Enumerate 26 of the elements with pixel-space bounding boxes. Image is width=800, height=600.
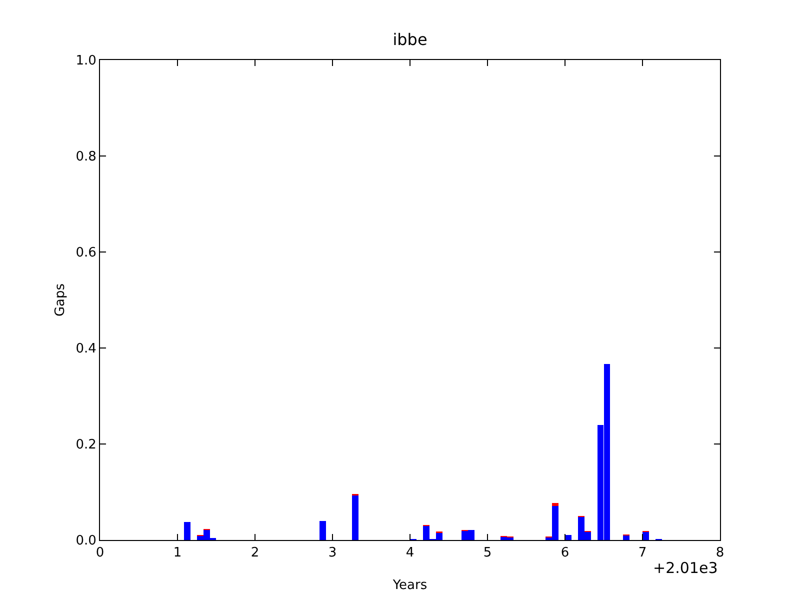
y-tick-label: 0.2 [76, 438, 96, 453]
y-tick-label: 1.0 [76, 54, 96, 69]
y-tick-label: 0.4 [76, 342, 96, 357]
x-tick-label: 7 [638, 546, 647, 561]
bar [320, 520, 326, 540]
x-tick-label: 0 [96, 546, 104, 561]
x-tick-label: 4 [406, 546, 414, 561]
bar [352, 495, 358, 540]
text: +2.01e3 [653, 559, 718, 577]
x-tick-label: 2 [250, 546, 260, 561]
y-tick-label: 0.6 [76, 246, 96, 261]
y-tick-label: 0.8 [76, 150, 96, 165]
x-tick-label: 3 [328, 546, 337, 561]
x-tick-label: 6 [560, 546, 570, 561]
y-tick-label: 0.0 [76, 534, 96, 549]
x-tick-label: 1 [173, 546, 182, 561]
bar [565, 535, 572, 540]
bar [552, 503, 559, 506]
y-axis-title: Gaps [53, 283, 68, 317]
x-axis-title: Years [392, 578, 428, 593]
x-tick-label: 8 [716, 546, 724, 561]
bar [184, 522, 190, 540]
bar [623, 536, 630, 540]
x-tick-label: 5 [483, 546, 492, 561]
bar [642, 532, 649, 540]
chart-title: ibbe [392, 30, 428, 49]
